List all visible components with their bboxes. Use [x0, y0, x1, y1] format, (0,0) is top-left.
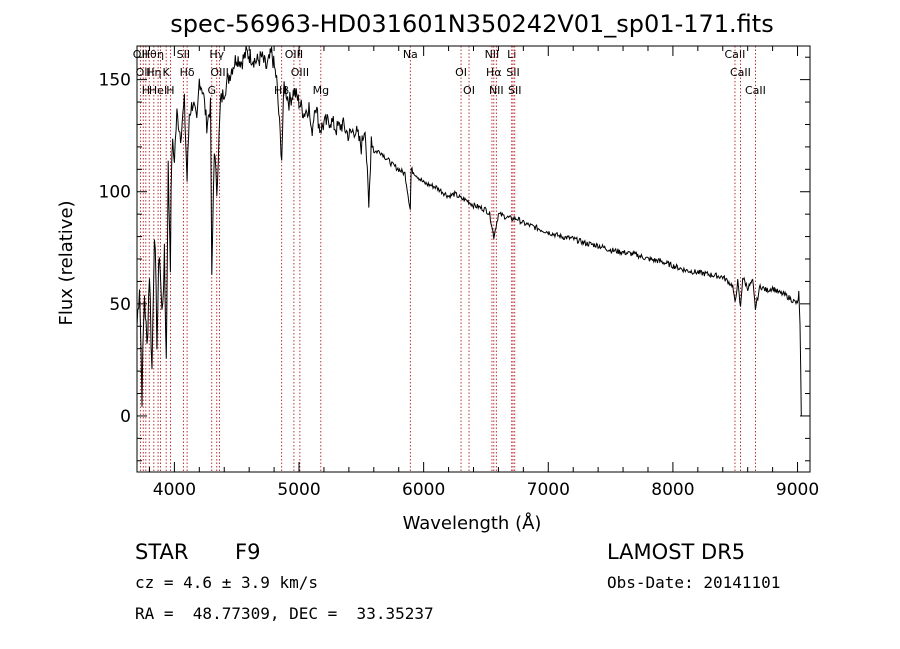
line-marker-label: Hδ	[180, 66, 195, 79]
y-axis-label: Flux (relative)	[56, 200, 77, 325]
line-marker-label: SII	[177, 48, 190, 61]
line-marker-label: SII	[506, 66, 519, 79]
line-marker-label: Hη	[146, 66, 161, 79]
plot-frame	[136, 45, 811, 473]
redshift-velocity: cz = 4.6 ± 3.9 km/s	[135, 573, 319, 592]
line-marker-label: Mg	[313, 84, 329, 97]
spectrum-line	[136, 46, 802, 416]
x-tick-label: 5000	[277, 480, 320, 500]
object-class: STAR	[135, 540, 189, 564]
y-tick-label: 50	[109, 295, 131, 315]
line-marker-label: OII	[136, 66, 151, 79]
axes: 4000 5000 6000 7000 8000 9000 0 50 100 150	[99, 46, 819, 500]
object-subclass: F9	[235, 540, 261, 564]
line-marker-label: OIII	[210, 66, 228, 79]
observation-date: Obs-Date: 20141101	[607, 573, 781, 592]
line-marker-label: K	[163, 66, 171, 79]
x-tick-label: 7000	[527, 480, 570, 500]
x-tick-label: 8000	[651, 480, 694, 500]
line-marker-label: OIII	[285, 48, 303, 61]
x-tick-label: 9000	[776, 480, 819, 500]
spectrum-series	[136, 46, 802, 416]
line-marker-label: CaII	[730, 66, 751, 79]
survey-name: LAMOST DR5	[607, 540, 746, 564]
line-marker-label: SII	[508, 84, 521, 97]
x-tick-label: 6000	[402, 480, 445, 500]
y-tick-label: 100	[99, 183, 131, 203]
sky-coordinates: RA = 48.77309, DEC = 33.35237	[135, 604, 434, 623]
chart-title: spec-56963-HD031601N350242V01_sp01-171.f…	[170, 10, 773, 38]
y-tick-label: 0	[120, 407, 131, 427]
x-tick-label: 4000	[153, 480, 196, 500]
x-axis-label: Wavelength (Å)	[403, 512, 542, 534]
y-tick-label: 150	[99, 71, 131, 91]
line-marker-label: Hβ	[274, 84, 289, 97]
line-marker-label: Hθ	[142, 48, 157, 61]
line-marker-label: NII	[485, 48, 500, 61]
line-marker-label: CaII	[745, 84, 766, 97]
line-marker-label: Li	[507, 48, 516, 61]
line-marker-label: η	[157, 48, 164, 61]
line-marker-label: Na	[403, 48, 418, 61]
line-marker-label: H	[142, 84, 150, 97]
line-marker-label: Hγ	[209, 48, 224, 61]
line-marker-label: OI	[463, 84, 475, 97]
line-marker-label: OI	[455, 66, 467, 79]
line-marker-label: NII	[489, 84, 504, 97]
line-marker-label: HeI	[149, 84, 167, 97]
line-marker-label: H	[166, 84, 174, 97]
line-marker-label: OIII	[291, 66, 309, 79]
line-markers: OIIOIIHHθHηHeIηKHSIIHδGHγOIIIHβOIIIOIIIM…	[133, 46, 766, 472]
line-marker-label: CaII	[725, 48, 746, 61]
line-marker-label: G	[208, 84, 217, 97]
line-marker-label: Hα	[486, 66, 502, 79]
